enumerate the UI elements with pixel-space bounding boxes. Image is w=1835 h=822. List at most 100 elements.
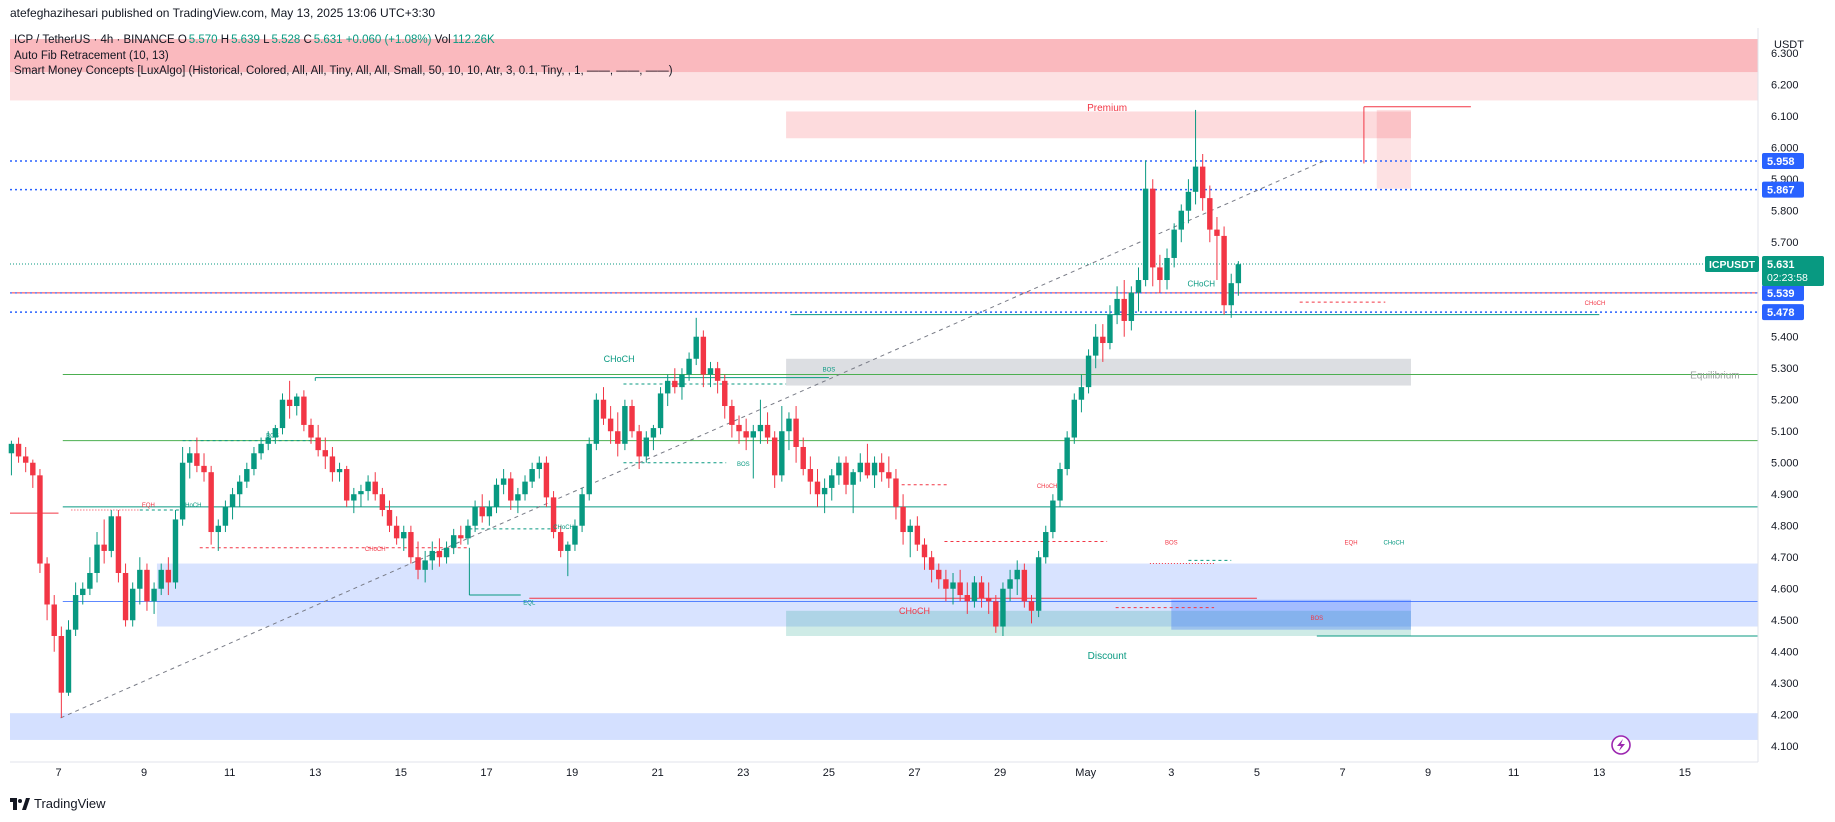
structure-label: BOS (823, 367, 836, 373)
candle-body (329, 456, 336, 473)
candle (1157, 254, 1163, 293)
candle (557, 525, 564, 558)
premium-band (786, 111, 1411, 139)
price-label-box (1762, 284, 1804, 301)
candle (222, 500, 229, 533)
candle-body (436, 550, 443, 558)
candle-body (294, 396, 300, 407)
candle (329, 446, 336, 482)
candle-body (664, 380, 671, 394)
open-label: O (177, 34, 187, 46)
candle (1142, 160, 1149, 287)
candle (1064, 431, 1070, 476)
candle-body (914, 525, 921, 545)
candle-body (87, 572, 93, 589)
price-label: 5.958 (1762, 152, 1804, 169)
candle-body (1071, 399, 1077, 438)
candle (101, 519, 107, 564)
candle (686, 352, 692, 381)
candle (814, 469, 821, 507)
candle-body (172, 519, 179, 583)
candle (1000, 582, 1006, 636)
candle (936, 563, 942, 589)
candle-body (757, 424, 764, 432)
candle (543, 456, 550, 507)
candle (493, 478, 500, 514)
publisher-line: atefeghazihesari published on TradingVie… (10, 6, 436, 20)
symbol-label[interactable]: ICP / TetherUS · 4h · BINANCE (14, 34, 175, 46)
candle-body (108, 516, 114, 551)
candle-body (365, 481, 371, 492)
candle-body (37, 475, 43, 564)
candle (829, 469, 835, 501)
price-tick: 4.200 (1771, 710, 1799, 722)
candle (129, 582, 136, 627)
equilibrium-zone (786, 358, 1411, 386)
candle (1071, 393, 1077, 444)
price-tick: 5.300 (1771, 363, 1799, 375)
zone-label: Equilibrium (1690, 371, 1739, 382)
flash-icon[interactable] (1611, 735, 1631, 755)
candle-body (622, 406, 628, 444)
candle-body (857, 462, 863, 473)
bottom-demand-zone (10, 713, 1758, 740)
candle-body (393, 525, 400, 539)
structure-label: CHoCH (365, 547, 386, 553)
candle (586, 437, 592, 501)
candle-body (415, 557, 421, 570)
candle (928, 550, 935, 583)
candle-body (736, 424, 742, 432)
candle (771, 431, 778, 488)
candle (251, 446, 257, 476)
candle (971, 576, 978, 608)
tradingview-logo-icon (10, 797, 30, 810)
candle (1100, 324, 1106, 362)
price-tick: 5.000 (1771, 458, 1799, 470)
candle-body (800, 446, 806, 470)
symbol-tag-text: ICPUSDT (1709, 259, 1756, 271)
candle-body (1014, 569, 1020, 580)
candle (372, 472, 378, 501)
candle-body (1035, 557, 1042, 611)
candle (500, 469, 507, 495)
candle (871, 456, 878, 488)
candle (957, 569, 963, 602)
indicator-auto-fib[interactable]: Auto Fib Retracement (10, 13) (14, 49, 169, 62)
candle-body (1150, 188, 1156, 268)
candle (272, 424, 279, 444)
candle-body (536, 462, 542, 470)
candle-body (1007, 579, 1013, 589)
candle-body (1221, 235, 1227, 306)
indicator-smart-money[interactable]: Smart Money Concepts [LuxAlgo] (Historic… (14, 65, 673, 77)
candle-body (771, 437, 778, 476)
candle (1128, 286, 1135, 331)
candle-body (258, 443, 264, 454)
time-tick: 11 (224, 767, 235, 779)
supply-zone (1376, 109, 1411, 189)
candle (336, 462, 343, 482)
candle (907, 519, 913, 558)
candle (878, 453, 885, 482)
candle-body (408, 532, 414, 558)
time-tick: May (1075, 767, 1096, 779)
volume-value: 112.26K (452, 34, 495, 46)
candle-body (122, 572, 129, 621)
candle (179, 446, 186, 526)
time-tick: 13 (1593, 767, 1605, 779)
candle-body (508, 478, 514, 501)
candle (22, 446, 29, 473)
volume-label: Vol (434, 34, 451, 46)
structure-label: CHoCH (1384, 541, 1405, 547)
candle (1214, 217, 1220, 281)
candle (764, 412, 771, 444)
candle (779, 406, 785, 482)
candle (964, 582, 970, 614)
demand-zone (156, 563, 1759, 627)
candle (893, 469, 899, 520)
candle-body (343, 469, 350, 501)
price-axis: USDT6.3006.2006.1006.0005.9005.8005.7005… (1771, 39, 1804, 753)
candle (236, 475, 243, 507)
candle-body (1050, 500, 1056, 533)
candle-body (1043, 532, 1049, 558)
